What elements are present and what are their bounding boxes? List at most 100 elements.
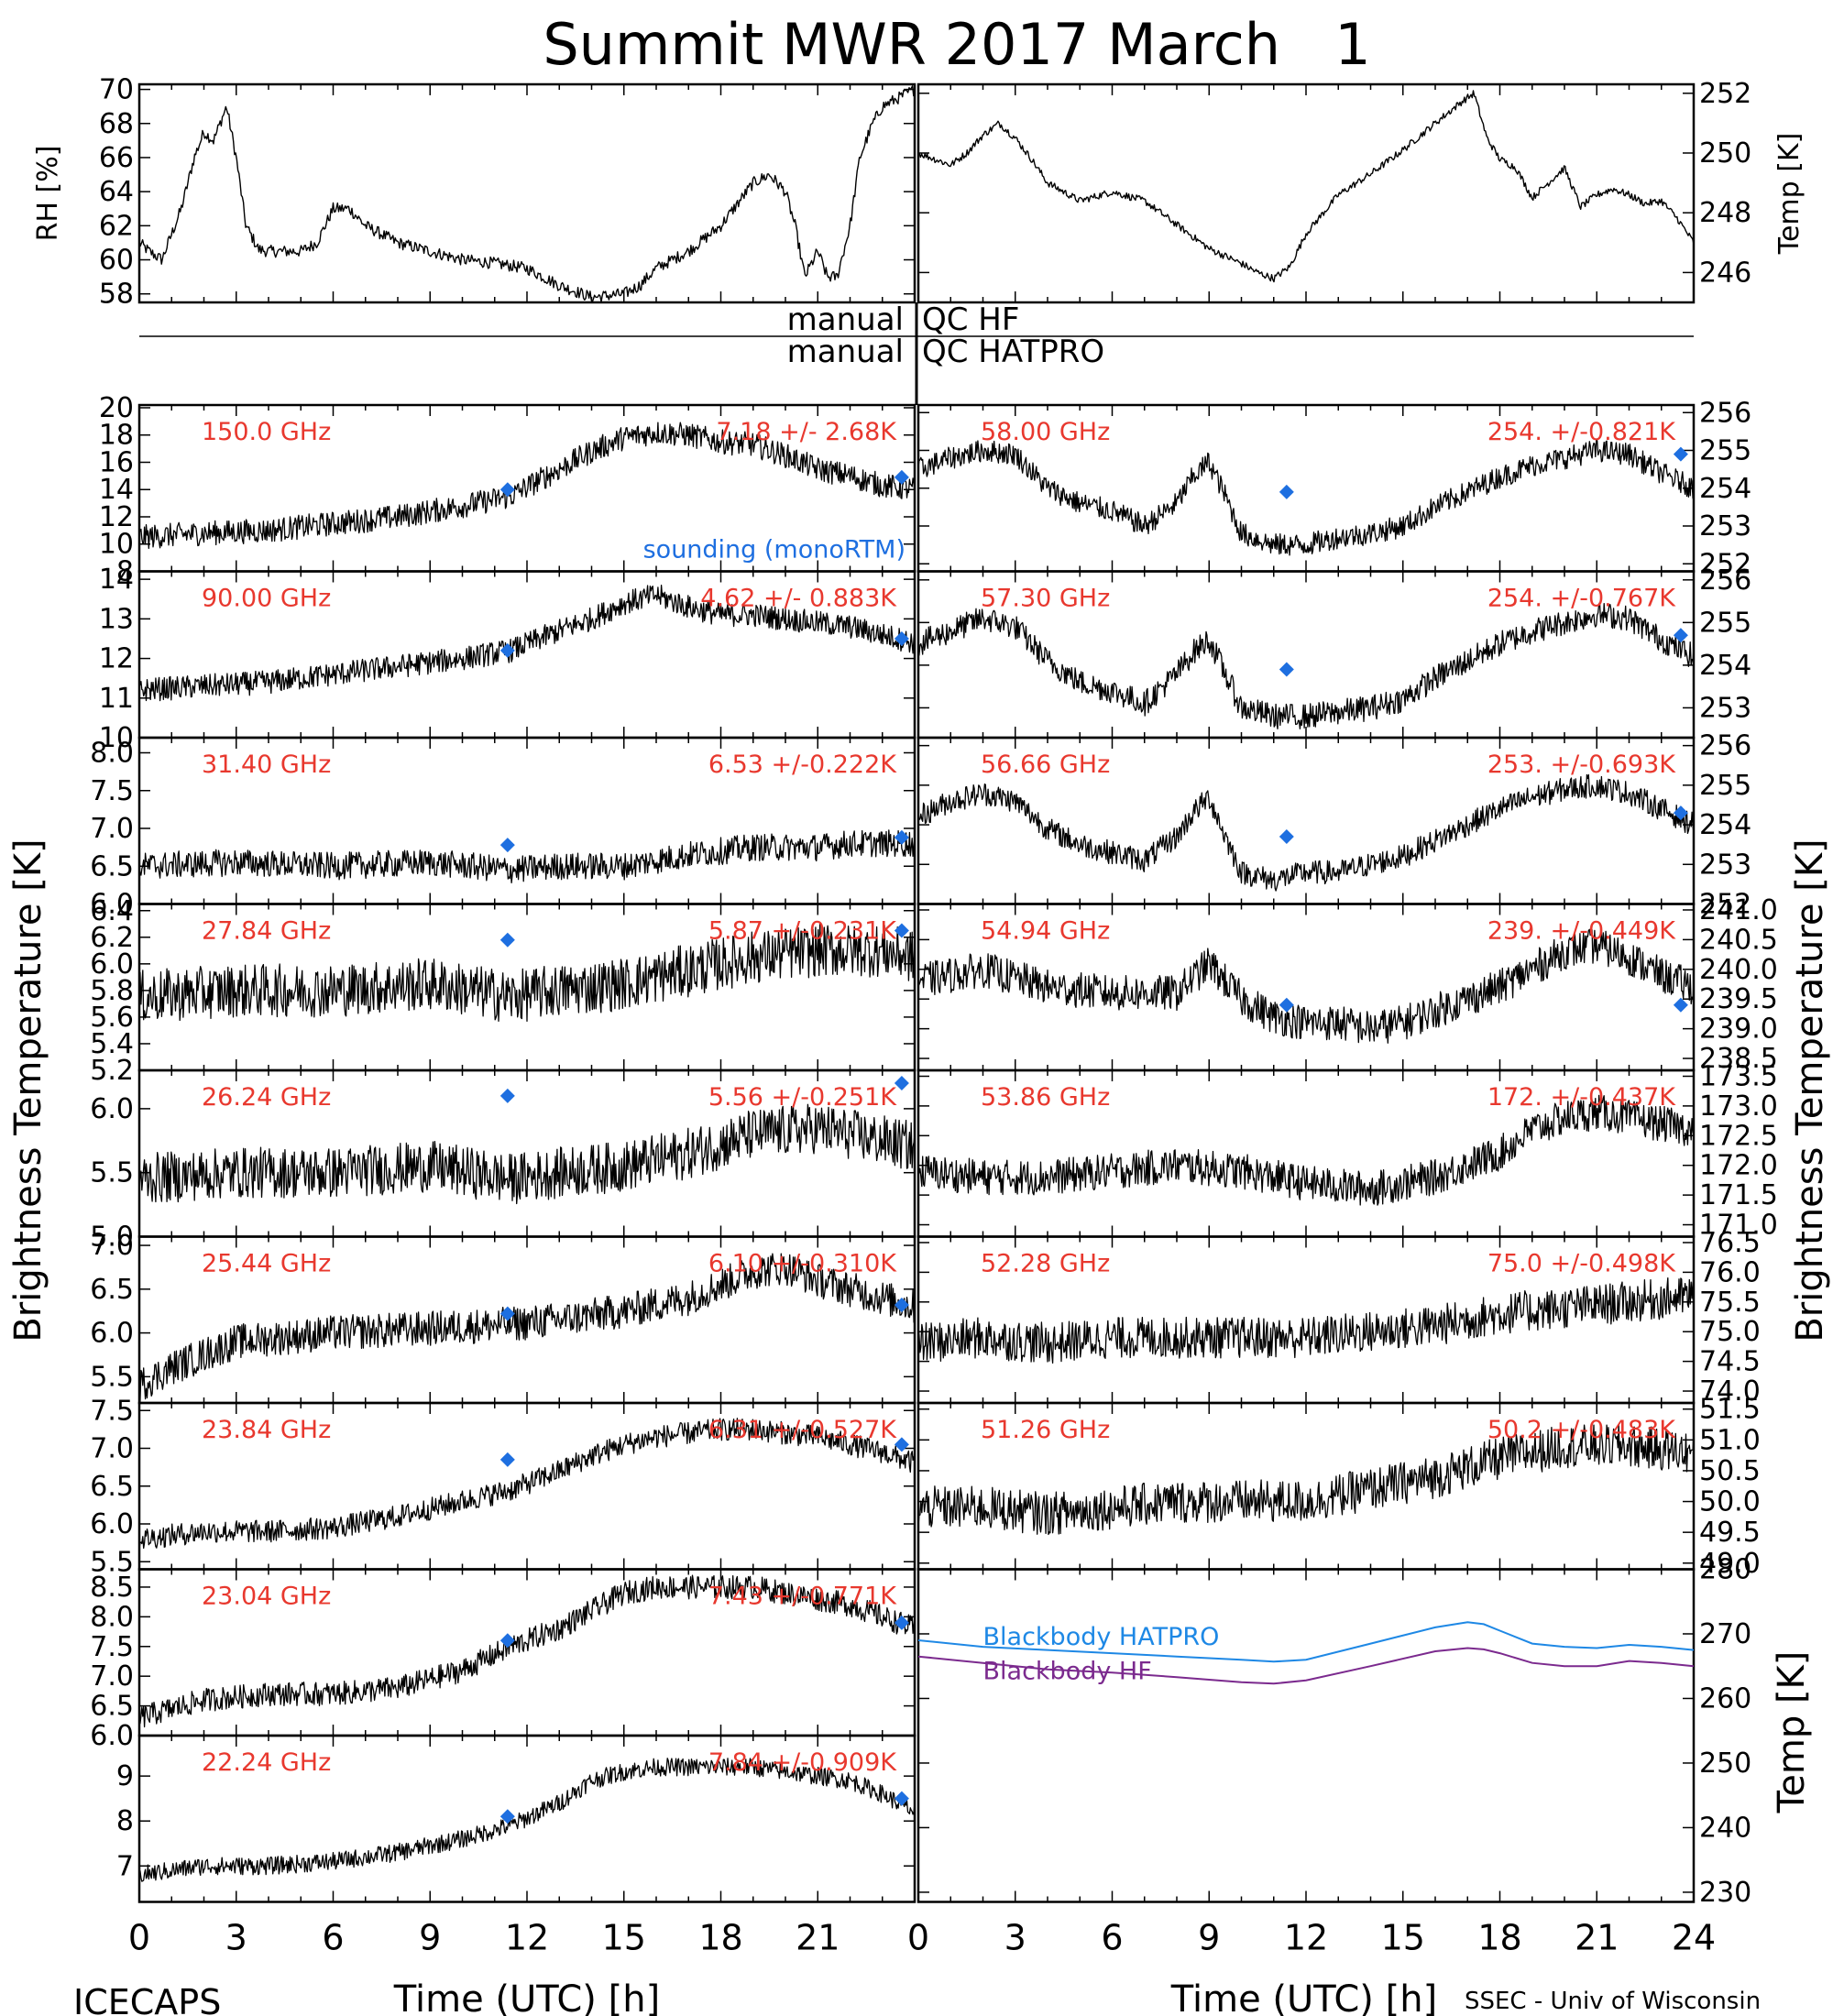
ch23_0-stats-label: 7.43 +/-0.771K [708, 1583, 897, 1611]
ch56_6-panel-ytick-label: 255 [1699, 770, 1751, 802]
ch25-panel-ytick-label: 6.0 [90, 1318, 134, 1350]
ch22-panel-ytick-label: 8 [116, 1805, 134, 1837]
ch56_6-stats-label: 253. +/-0.693K [1487, 751, 1676, 779]
xtick-label-right: 24 [1672, 1918, 1716, 1958]
xtick-label-right: 9 [1198, 1918, 1220, 1958]
ch53_9-stats-label: 172. +/-0.437K [1487, 1083, 1676, 1112]
ch150-stats-label: 7.18 +/- 2.68K [716, 418, 897, 446]
xtick-label-left: 12 [505, 1918, 549, 1958]
ch31-panel-ytick-label: 6.5 [90, 850, 134, 882]
ch90-panel-ytick-label: 10 [99, 722, 134, 754]
ch57_3-stats-label: 254. +/-0.767K [1487, 585, 1676, 613]
ch150-panel-ytick-label: 20 [99, 392, 134, 424]
ch26-panel-ytick-label: 6.0 [90, 1093, 134, 1125]
blackbody-panel-ytick-label: 250 [1699, 1748, 1751, 1780]
ch53_9-panel-ytick-label: 171.0 [1699, 1210, 1778, 1242]
rh-panel-ytick-label: 58 [99, 279, 134, 311]
ch90-sounding-marker [499, 642, 515, 658]
blackbody-panel-ytick-label: 260 [1699, 1682, 1751, 1715]
ch150-panel-ytick-label: 14 [99, 474, 134, 506]
ch27-panel-ytick-label: 5.2 [90, 1055, 134, 1087]
xlabel-left: Time (UTC) [h] [393, 1978, 660, 2016]
ch51_3-panel-ytick-label: 51.5 [1699, 1394, 1761, 1426]
ch58-line [917, 439, 1695, 556]
xtick-label-left: 6 [322, 1918, 344, 1958]
xtick-label-right: 6 [1101, 1918, 1123, 1958]
temp-panel-ytick-label: 248 [1699, 197, 1751, 229]
ch23_0-panel-ytick-label: 8.0 [90, 1601, 134, 1633]
ch23_8-panel-ytick-label: 7.0 [90, 1433, 134, 1465]
qc-hatpro-label: QC HATPRO [922, 334, 1104, 370]
ch57_3-line [917, 601, 1695, 730]
ch22-panel-ytick-label: 9 [116, 1760, 134, 1792]
ch51_3-panel-ytick-label: 50.0 [1699, 1486, 1761, 1518]
ch26-panel-ytick-label: 5.0 [90, 1222, 134, 1254]
xtick-label-left: 15 [602, 1918, 646, 1958]
ch90-panel-ytick-label: 14 [99, 564, 134, 596]
ch53_9-panel-ytick-label: 173.5 [1699, 1060, 1778, 1092]
blackbody-series-label-1: Blackbody HF [983, 1658, 1152, 1686]
rh-panel-ytick-label: 68 [99, 108, 134, 140]
blackbody-ylabel: Temp [K] [1771, 1651, 1813, 1814]
ch150-line [138, 422, 916, 550]
xtick-label-left: 9 [419, 1918, 441, 1958]
ch22-freq-label: 22.24 GHz [202, 1748, 331, 1777]
ch25-line [138, 1253, 916, 1403]
ch53_9-panel-ytick-label: 172.5 [1699, 1120, 1778, 1152]
temp-panel-frame [916, 82, 1696, 304]
ch25-freq-label: 25.44 GHz [202, 1250, 331, 1278]
ch23_0-panel-ytick-label: 6.5 [90, 1691, 134, 1723]
ch150-sounding-marker [894, 469, 909, 485]
ch54_9-panel-ytick-label: 238.5 [1699, 1043, 1778, 1075]
ch150-panel-ytick-label: 10 [99, 529, 134, 561]
ch54_9-freq-label: 54.94 GHz [981, 917, 1110, 946]
qc-manual-1: manual [787, 301, 904, 338]
blackbody-panel-ytick-label: 270 [1699, 1618, 1751, 1650]
ch58-sounding-marker [1279, 484, 1294, 499]
ch23_8-panel-ytick-label: 5.5 [90, 1546, 134, 1578]
ch150-panel-ytick-label: 18 [99, 420, 134, 452]
ch56_6-freq-label: 56.66 GHz [981, 751, 1110, 779]
ch54_9-stats-label: 239. +/-0.449K [1487, 917, 1676, 946]
ch31-freq-label: 31.40 GHz [202, 751, 331, 779]
ch54_9-panel-ytick-label: 239.5 [1699, 983, 1778, 1015]
ch23_0-sounding-marker [499, 1633, 515, 1649]
ch22-line [138, 1758, 916, 1882]
ch52_3-panel-ytick-label: 74.0 [1699, 1375, 1761, 1408]
xtick-label-right: 15 [1381, 1918, 1425, 1958]
ch31-stats-label: 6.53 +/-0.222K [708, 751, 897, 779]
ch53_9-panel-ytick-label: 173.0 [1699, 1090, 1778, 1123]
ch27-panel-ytick-label: 6.2 [90, 922, 134, 954]
ch27-stats-label: 5.87 +/-0.231K [708, 917, 897, 946]
ch22-sounding-marker [894, 1791, 909, 1806]
rh-panel-ytick-label: 64 [99, 176, 134, 208]
qc-hf-label: QC HF [922, 301, 1019, 338]
rh-ylabel: RH [%] [32, 146, 64, 242]
ch23_0-panel-ytick-label: 8.5 [90, 1572, 134, 1604]
ch31-sounding-marker [894, 829, 909, 845]
blackbody-series-label-0: Blackbody HATPRO [983, 1623, 1220, 1651]
ch54_9-panel-ytick-label: 240.5 [1699, 924, 1778, 956]
ch51_3-stats-label: 50.2 +/-0.483K [1487, 1416, 1676, 1444]
ch26-stats-label: 5.56 +/-0.251K [708, 1083, 897, 1112]
ch23_0-sounding-marker [894, 1615, 909, 1630]
ch90-line [138, 585, 916, 702]
blackbody-panel-ytick-label: 280 [1699, 1554, 1751, 1586]
ch52_3-panel-ytick-label: 76.5 [1699, 1227, 1761, 1259]
ch23_8-line [138, 1418, 916, 1550]
ch27-freq-label: 27.84 GHz [202, 917, 331, 946]
ch150-panel-ytick-label: 12 [99, 501, 134, 533]
ch56_6-panel-ytick-label: 254 [1699, 809, 1751, 841]
right-axis-title: Brightness Temperature [K] [1789, 838, 1831, 1342]
ch90-panel-ytick-label: 13 [99, 603, 134, 635]
ch56_6-panel-ytick-label: 253 [1699, 849, 1751, 881]
xtick-label-right: 3 [1004, 1918, 1026, 1958]
temp-line [917, 90, 1695, 283]
ch27-line [138, 923, 916, 1023]
ch57_3-panel-ytick-label: 253 [1699, 692, 1751, 724]
sounding-legend: sounding (monoRTM) [643, 536, 906, 564]
ch51_3-panel-ytick-label: 49.5 [1699, 1517, 1761, 1549]
ch150-panel-ytick-label: 16 [99, 446, 134, 478]
xtick-label-left: 3 [225, 1918, 247, 1958]
